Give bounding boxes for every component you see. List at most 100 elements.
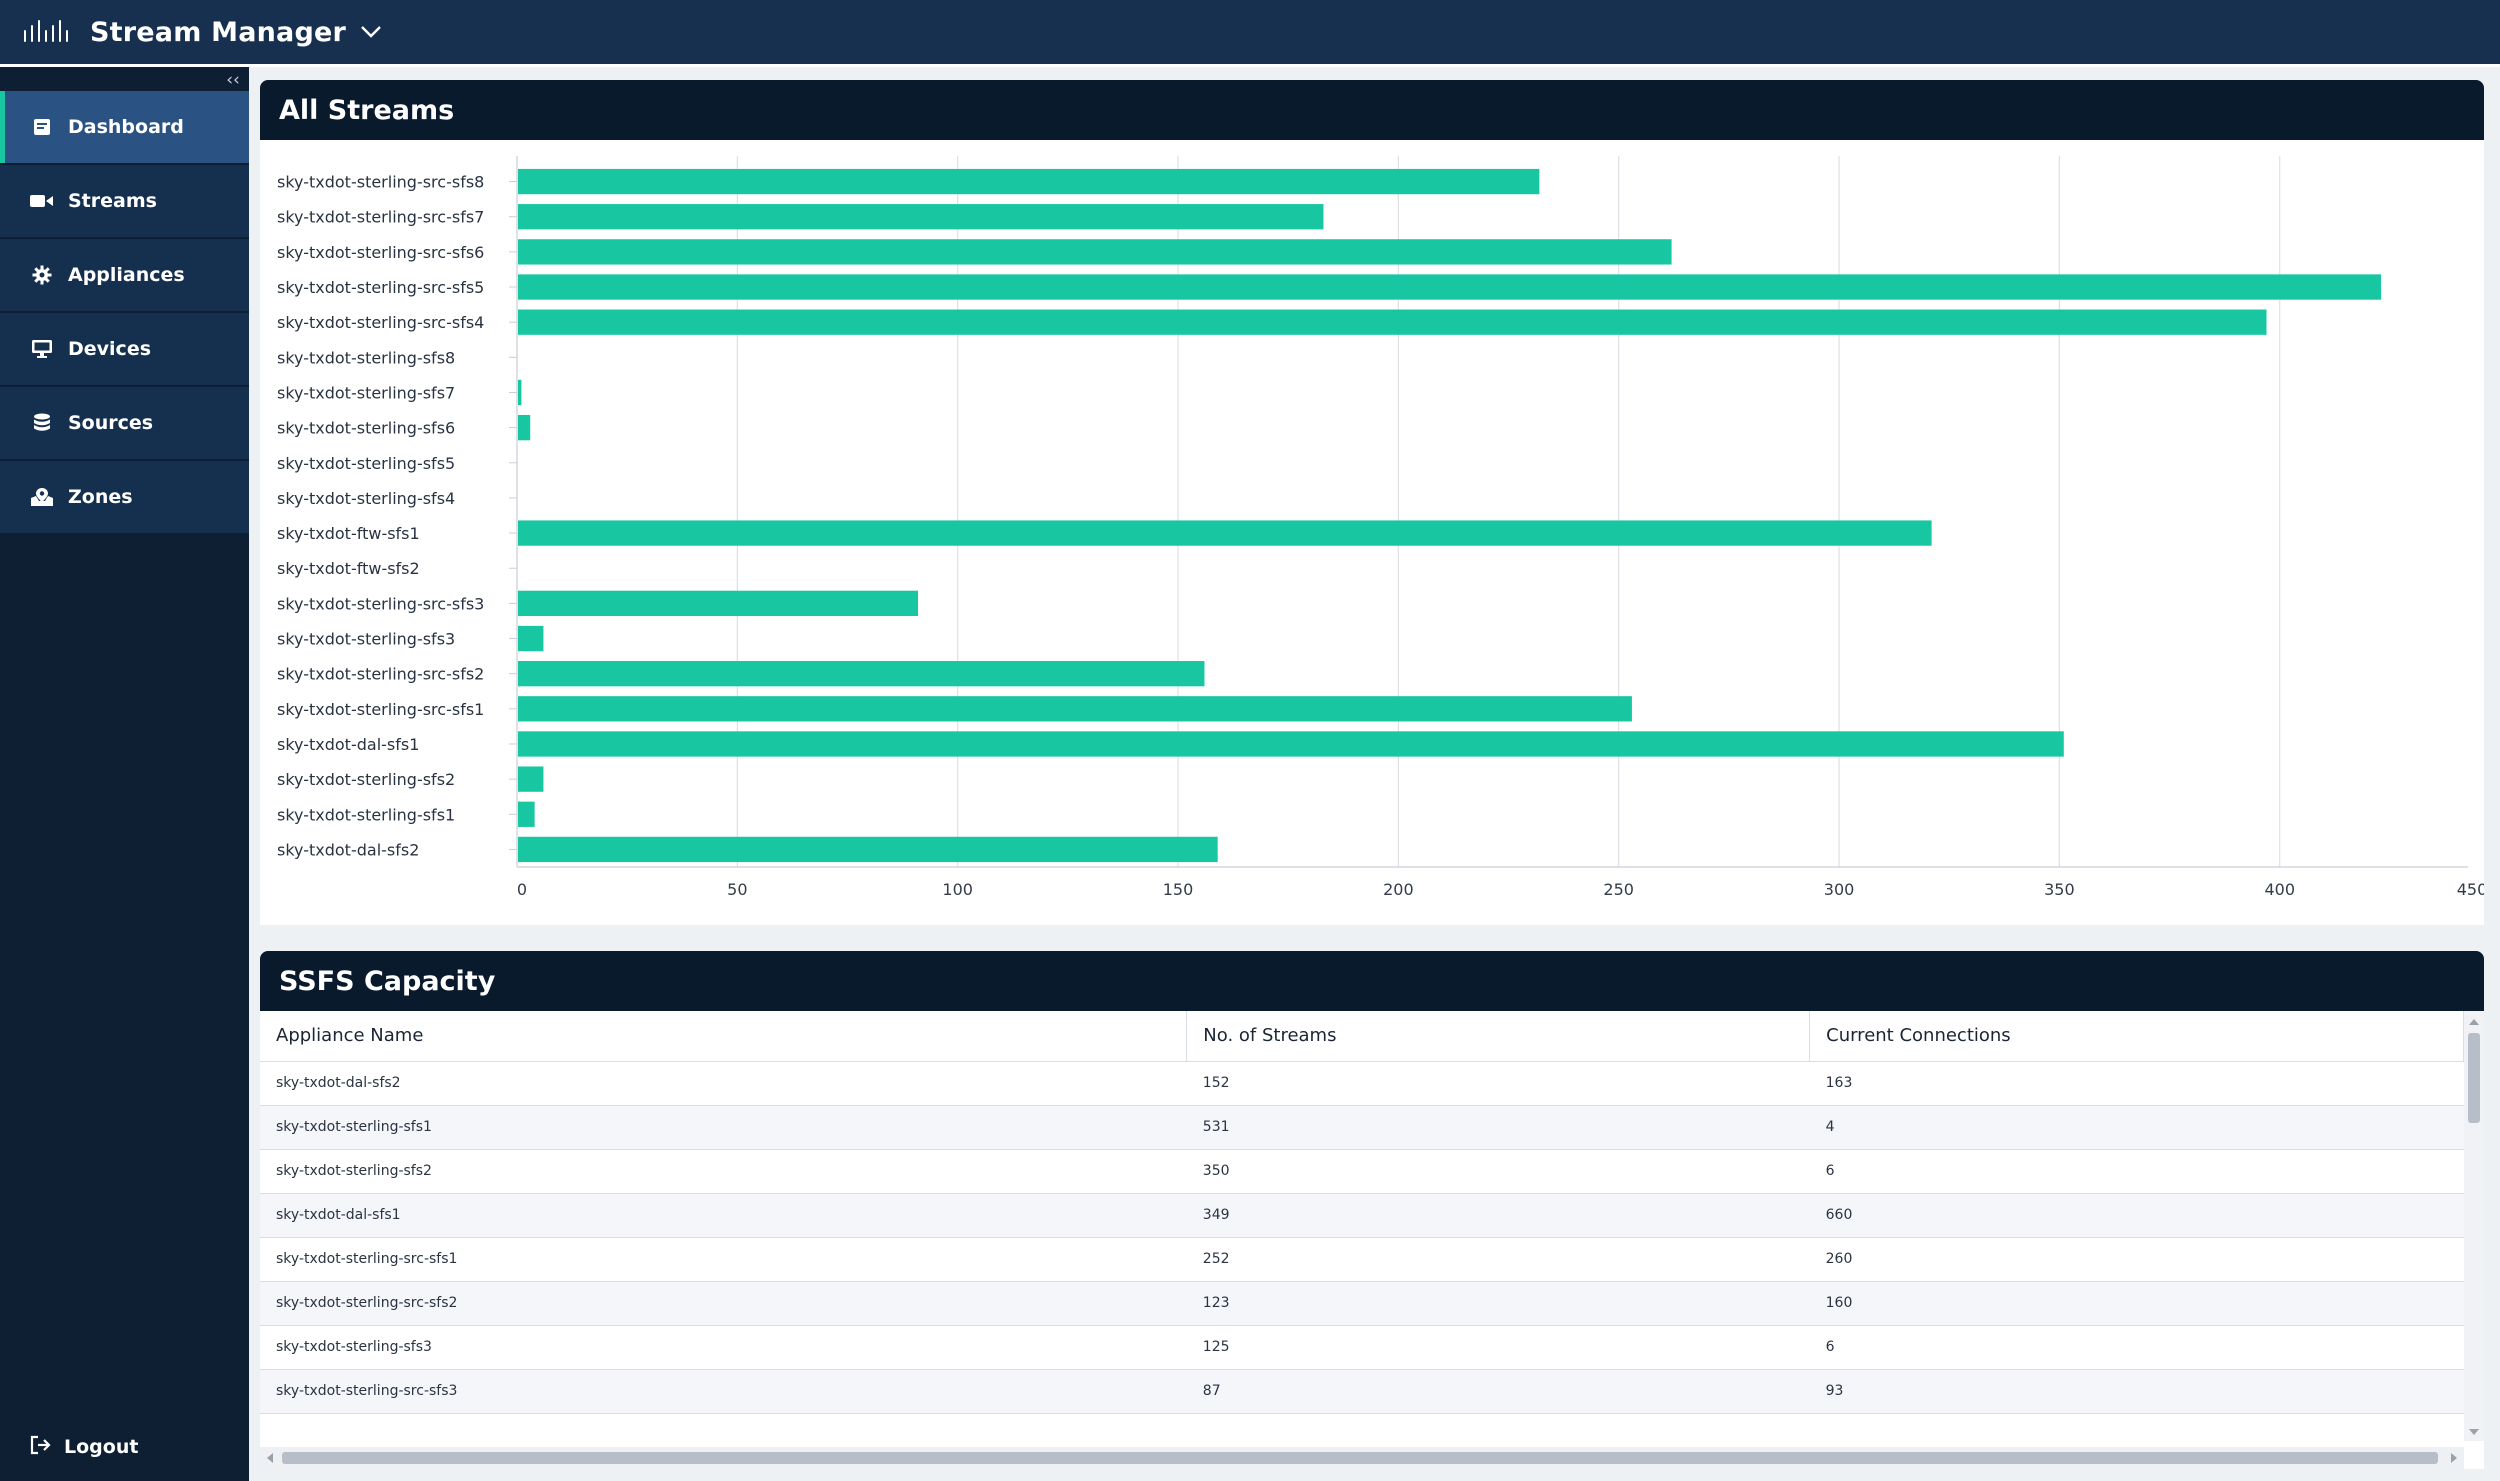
bar — [518, 204, 1324, 230]
vertical-scrollbar[interactable] — [2464, 1011, 2484, 1441]
panel-title: SSFS Capacity — [279, 965, 496, 997]
table-row[interactable]: sky-txdot-ftw-sfs210 — [260, 1413, 2464, 1425]
panel-header: SSFS Capacity — [260, 951, 2484, 1011]
column-header-streams[interactable]: No. of Streams — [1186, 1011, 1811, 1062]
video-camera-icon — [30, 189, 54, 213]
panel-header: All Streams — [260, 80, 2484, 140]
x-tick-label: 100 — [942, 880, 973, 899]
x-tick-label: 300 — [1824, 880, 1855, 899]
top-bar-divider — [0, 64, 2500, 67]
cell-streams: 531 — [1186, 1105, 1810, 1150]
map-pin-icon — [30, 485, 54, 509]
y-tick-label: sky-txdot-sterling-src-sfs5 — [277, 278, 484, 297]
y-tick-label: sky-txdot-ftw-sfs2 — [277, 559, 420, 578]
scroll-down-icon[interactable] — [2469, 1429, 2479, 1435]
bar — [518, 836, 1218, 863]
logout-icon — [30, 1435, 52, 1459]
x-tick-label: 350 — [2044, 880, 2075, 899]
bar — [518, 168, 1540, 195]
app-title: Stream Manager — [90, 16, 347, 48]
x-tick-label: 450 — [2457, 880, 2484, 899]
sidebar-item-label: Streams — [68, 190, 157, 212]
cell-appliance-name: sky-txdot-dal-sfs2 — [260, 1061, 1187, 1106]
cell-appliance-name: sky-txdot-sterling-src-sfs1 — [260, 1237, 1187, 1282]
logout-label: Logout — [64, 1436, 139, 1458]
cell-appliance-name: sky-txdot-sterling-src-sfs2 — [260, 1281, 1187, 1326]
scroll-up-icon[interactable] — [2469, 1019, 2479, 1025]
chevron-down-icon[interactable] — [360, 25, 382, 39]
cell-connections: 0 — [1809, 1413, 2464, 1425]
y-tick-label: sky-txdot-sterling-src-sfs3 — [277, 594, 484, 613]
bar — [518, 590, 919, 617]
bar — [518, 379, 522, 406]
ssfs-capacity-panel: SSFS Capacity Appliance Name No. of Stre… — [260, 951, 2484, 1469]
y-tick-label: sky-txdot-sterling-src-sfs1 — [277, 700, 484, 719]
cell-streams: 123 — [1186, 1281, 1810, 1326]
table-row[interactable]: sky-txdot-dal-sfs2 152 163 — [260, 1061, 2464, 1106]
capacity-table: Appliance Name No. of Streams Current Co… — [260, 1011, 2464, 1425]
cell-appliance-name: sky-txdot-sterling-sfs1 — [260, 1105, 1187, 1150]
bar — [518, 414, 531, 441]
sidebar: ‹‹ Dashboard Streams Appliances Devices — [0, 67, 249, 1481]
panel-title: All Streams — [279, 94, 455, 126]
y-tick-label: sky-txdot-sterling-src-sfs6 — [277, 243, 484, 262]
sidebar-item-label: Appliances — [68, 264, 185, 286]
monitor-icon — [30, 337, 54, 361]
table-header-row: Appliance Name No. of Streams Current Co… — [260, 1011, 2464, 1062]
cell-appliance-name: sky-txdot-sterling-src-sfs3 — [260, 1369, 1187, 1414]
top-bar: Stream Manager — [0, 0, 2500, 64]
sidebar-item-appliances[interactable]: Appliances — [0, 239, 249, 313]
dashboard-icon — [30, 115, 54, 139]
y-tick-label: sky-txdot-sterling-src-sfs2 — [277, 665, 484, 684]
sidebar-item-label: Dashboard — [68, 116, 184, 138]
scroll-right-icon[interactable] — [2451, 1453, 2457, 1463]
bar — [518, 696, 1632, 722]
cisco-bars-icon — [24, 20, 68, 42]
cell-appliance-name: sky-txdot-dal-sfs1 — [260, 1193, 1187, 1238]
bar — [518, 661, 1205, 687]
table-row[interactable]: sky-txdot-sterling-src-sfs3 87 93 — [260, 1369, 2464, 1414]
sidebar-nav: Dashboard Streams Appliances Devices Sou… — [0, 91, 249, 535]
sidebar-item-label: Zones — [68, 486, 133, 508]
bar — [518, 801, 535, 827]
y-tick-label: sky-txdot-sterling-sfs6 — [277, 419, 455, 438]
y-tick-label: sky-txdot-ftw-sfs1 — [277, 524, 420, 543]
cell-connections: 260 — [1809, 1237, 2464, 1282]
table-row[interactable]: sky-txdot-sterling-src-sfs1 252 260 — [260, 1237, 2464, 1282]
cell-appliance-name: sky-txdot-sterling-sfs2 — [260, 1149, 1187, 1194]
table-row[interactable]: sky-txdot-sterling-src-sfs2 123 160 — [260, 1281, 2464, 1326]
connections-bar-chart: 0 50 100 150 200 250 300 350 400 450 sky-txdot-ste… — [277, 156, 2484, 899]
logout-button[interactable]: Logout — [30, 1435, 138, 1459]
horizontal-scrollbar[interactable] — [260, 1447, 2464, 1469]
column-header-appliance-name[interactable]: Appliance Name — [260, 1011, 1188, 1062]
sidebar-item-dashboard[interactable]: Dashboard — [0, 91, 249, 165]
sidebar-item-devices[interactable]: Devices — [0, 313, 249, 387]
table-row[interactable]: sky-txdot-sterling-sfs3 125 6 — [260, 1325, 2464, 1370]
y-tick-label: sky-txdot-dal-sfs1 — [277, 735, 419, 754]
sidebar-item-zones[interactable]: Zones — [0, 461, 249, 535]
table-row[interactable]: sky-txdot-sterling-sfs2 350 6 — [260, 1149, 2464, 1194]
cell-connections: 6 — [1809, 1149, 2464, 1194]
x-tick-label: 150 — [1163, 880, 1194, 899]
double-chevron-left-icon[interactable]: ‹‹ — [226, 70, 240, 90]
x-tick-label: 200 — [1383, 880, 1414, 899]
all-streams-panel: All Streams 0 50 100 150 200 250 300 350 400 450 s… — [260, 80, 2484, 925]
sidebar-item-label: Sources — [68, 412, 154, 434]
y-tick-label: sky-txdot-sterling-src-sfs7 — [277, 208, 484, 227]
cell-connections: 660 — [1809, 1193, 2464, 1238]
capacity-table-viewport: Appliance Name No. of Streams Current Co… — [260, 1011, 2464, 1425]
scroll-left-icon[interactable] — [267, 1453, 273, 1463]
y-tick-label: sky-txdot-sterling-sfs5 — [277, 454, 455, 473]
horizontal-scroll-thumb[interactable] — [282, 1452, 2438, 1464]
vertical-scroll-thumb[interactable] — [2468, 1033, 2480, 1123]
table-row[interactable]: sky-txdot-dal-sfs1 349 660 — [260, 1193, 2464, 1238]
cell-streams: 252 — [1186, 1237, 1810, 1282]
sidebar-item-sources[interactable]: Sources — [0, 387, 249, 461]
y-tick-label: sky-txdot-sterling-sfs1 — [277, 805, 455, 824]
column-header-connections[interactable]: Current Connections — [1809, 1011, 2464, 1062]
table-row[interactable]: sky-txdot-sterling-sfs1 531 4 — [260, 1105, 2464, 1150]
cell-appliance-name: sky-txdot-ftw-sfs2 — [260, 1413, 1187, 1425]
y-tick-label: sky-txdot-dal-sfs2 — [277, 840, 419, 859]
sidebar-item-streams[interactable]: Streams — [0, 165, 249, 239]
capacity-table-body: sky-txdot-dal-sfs2 152 163 sky-txdot-sterli… — [260, 1061, 2464, 1425]
